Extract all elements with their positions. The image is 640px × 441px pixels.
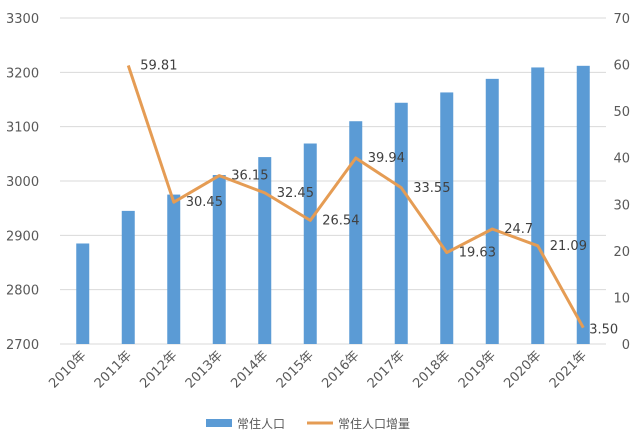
bar-2012年	[167, 194, 181, 344]
y-left-tick-label: 2700	[6, 338, 39, 353]
y-right-tick-label: 40	[613, 152, 630, 167]
line-data-label: 30.45	[186, 195, 223, 210]
bar-2011年	[121, 210, 135, 344]
y-right-tick-label: 70	[613, 12, 630, 27]
y-left-tick-label: 2800	[6, 284, 39, 299]
x-tick-label: 2010年	[46, 348, 89, 391]
data-labels: 59.81 30.45 36.15 32.45 26.54 39.94 33.55 19.63…	[140, 58, 618, 337]
y-right-tick-label: 50	[613, 105, 630, 120]
bar-2019年	[485, 78, 499, 344]
bar-2013年	[212, 175, 226, 344]
x-tick-label: 2019年	[456, 348, 499, 391]
bar-2017年	[394, 102, 408, 344]
x-tick-label: 2012年	[137, 348, 180, 391]
y-left-tick-label: 3200	[6, 66, 39, 81]
bar-2016年	[349, 121, 363, 344]
y-left-tick-label: 3300	[6, 12, 39, 27]
line-data-label: 26.54	[322, 213, 359, 228]
x-tick-label: 2015年	[274, 348, 317, 391]
gridlines	[60, 17, 606, 345]
y-left-tick-label: 3000	[6, 175, 39, 190]
line-series	[126, 65, 585, 329]
bar-2020年	[531, 67, 545, 345]
y-right-tick-label: 20	[613, 245, 630, 260]
x-tick-label: 2021年	[547, 348, 590, 391]
x-tick-label: 2017年	[365, 348, 408, 391]
increase-line	[126, 65, 585, 329]
x-tick-label: 2014年	[228, 348, 271, 391]
x-tick-label: 2018年	[410, 348, 453, 391]
x-tick-label: 2013年	[183, 348, 226, 391]
line-data-label: 32.45	[277, 186, 314, 201]
y-left-tick-label: 2900	[6, 229, 39, 244]
bar-series	[76, 65, 590, 345]
line-data-label: 24.7	[504, 222, 533, 237]
line-data-label: 3.50	[589, 323, 618, 338]
line-data-label: 59.81	[140, 58, 177, 73]
x-tick-label: 2011年	[92, 348, 135, 391]
line-data-label: 39.94	[368, 151, 405, 166]
y-right-tick-label: 10	[613, 291, 630, 306]
line-data-label: 21.09	[550, 239, 587, 254]
bar-2015年	[303, 143, 317, 344]
x-tick-label: 2016年	[319, 348, 362, 391]
legend-bar-label: 常住人口	[237, 417, 285, 431]
legend: 常住人口 常住人口增量	[206, 417, 410, 431]
bar-2014年	[258, 157, 272, 344]
y-right-tick-label: 0	[622, 338, 630, 353]
bar-2018年	[440, 92, 454, 344]
y-right-tick-label: 60	[613, 59, 630, 74]
legend-bar-swatch	[206, 419, 232, 427]
x-tick-label: 2020年	[501, 348, 544, 391]
line-data-label: 36.15	[231, 169, 268, 184]
bar-2021年	[576, 65, 590, 345]
y-left-tick-label: 3100	[6, 121, 39, 136]
legend-line-label: 常住人口增量	[338, 417, 410, 431]
line-data-label: 33.55	[413, 181, 450, 196]
line-data-label: 19.63	[459, 246, 496, 261]
y-right-tick-label: 30	[613, 198, 630, 213]
bar-2010年	[76, 243, 90, 344]
